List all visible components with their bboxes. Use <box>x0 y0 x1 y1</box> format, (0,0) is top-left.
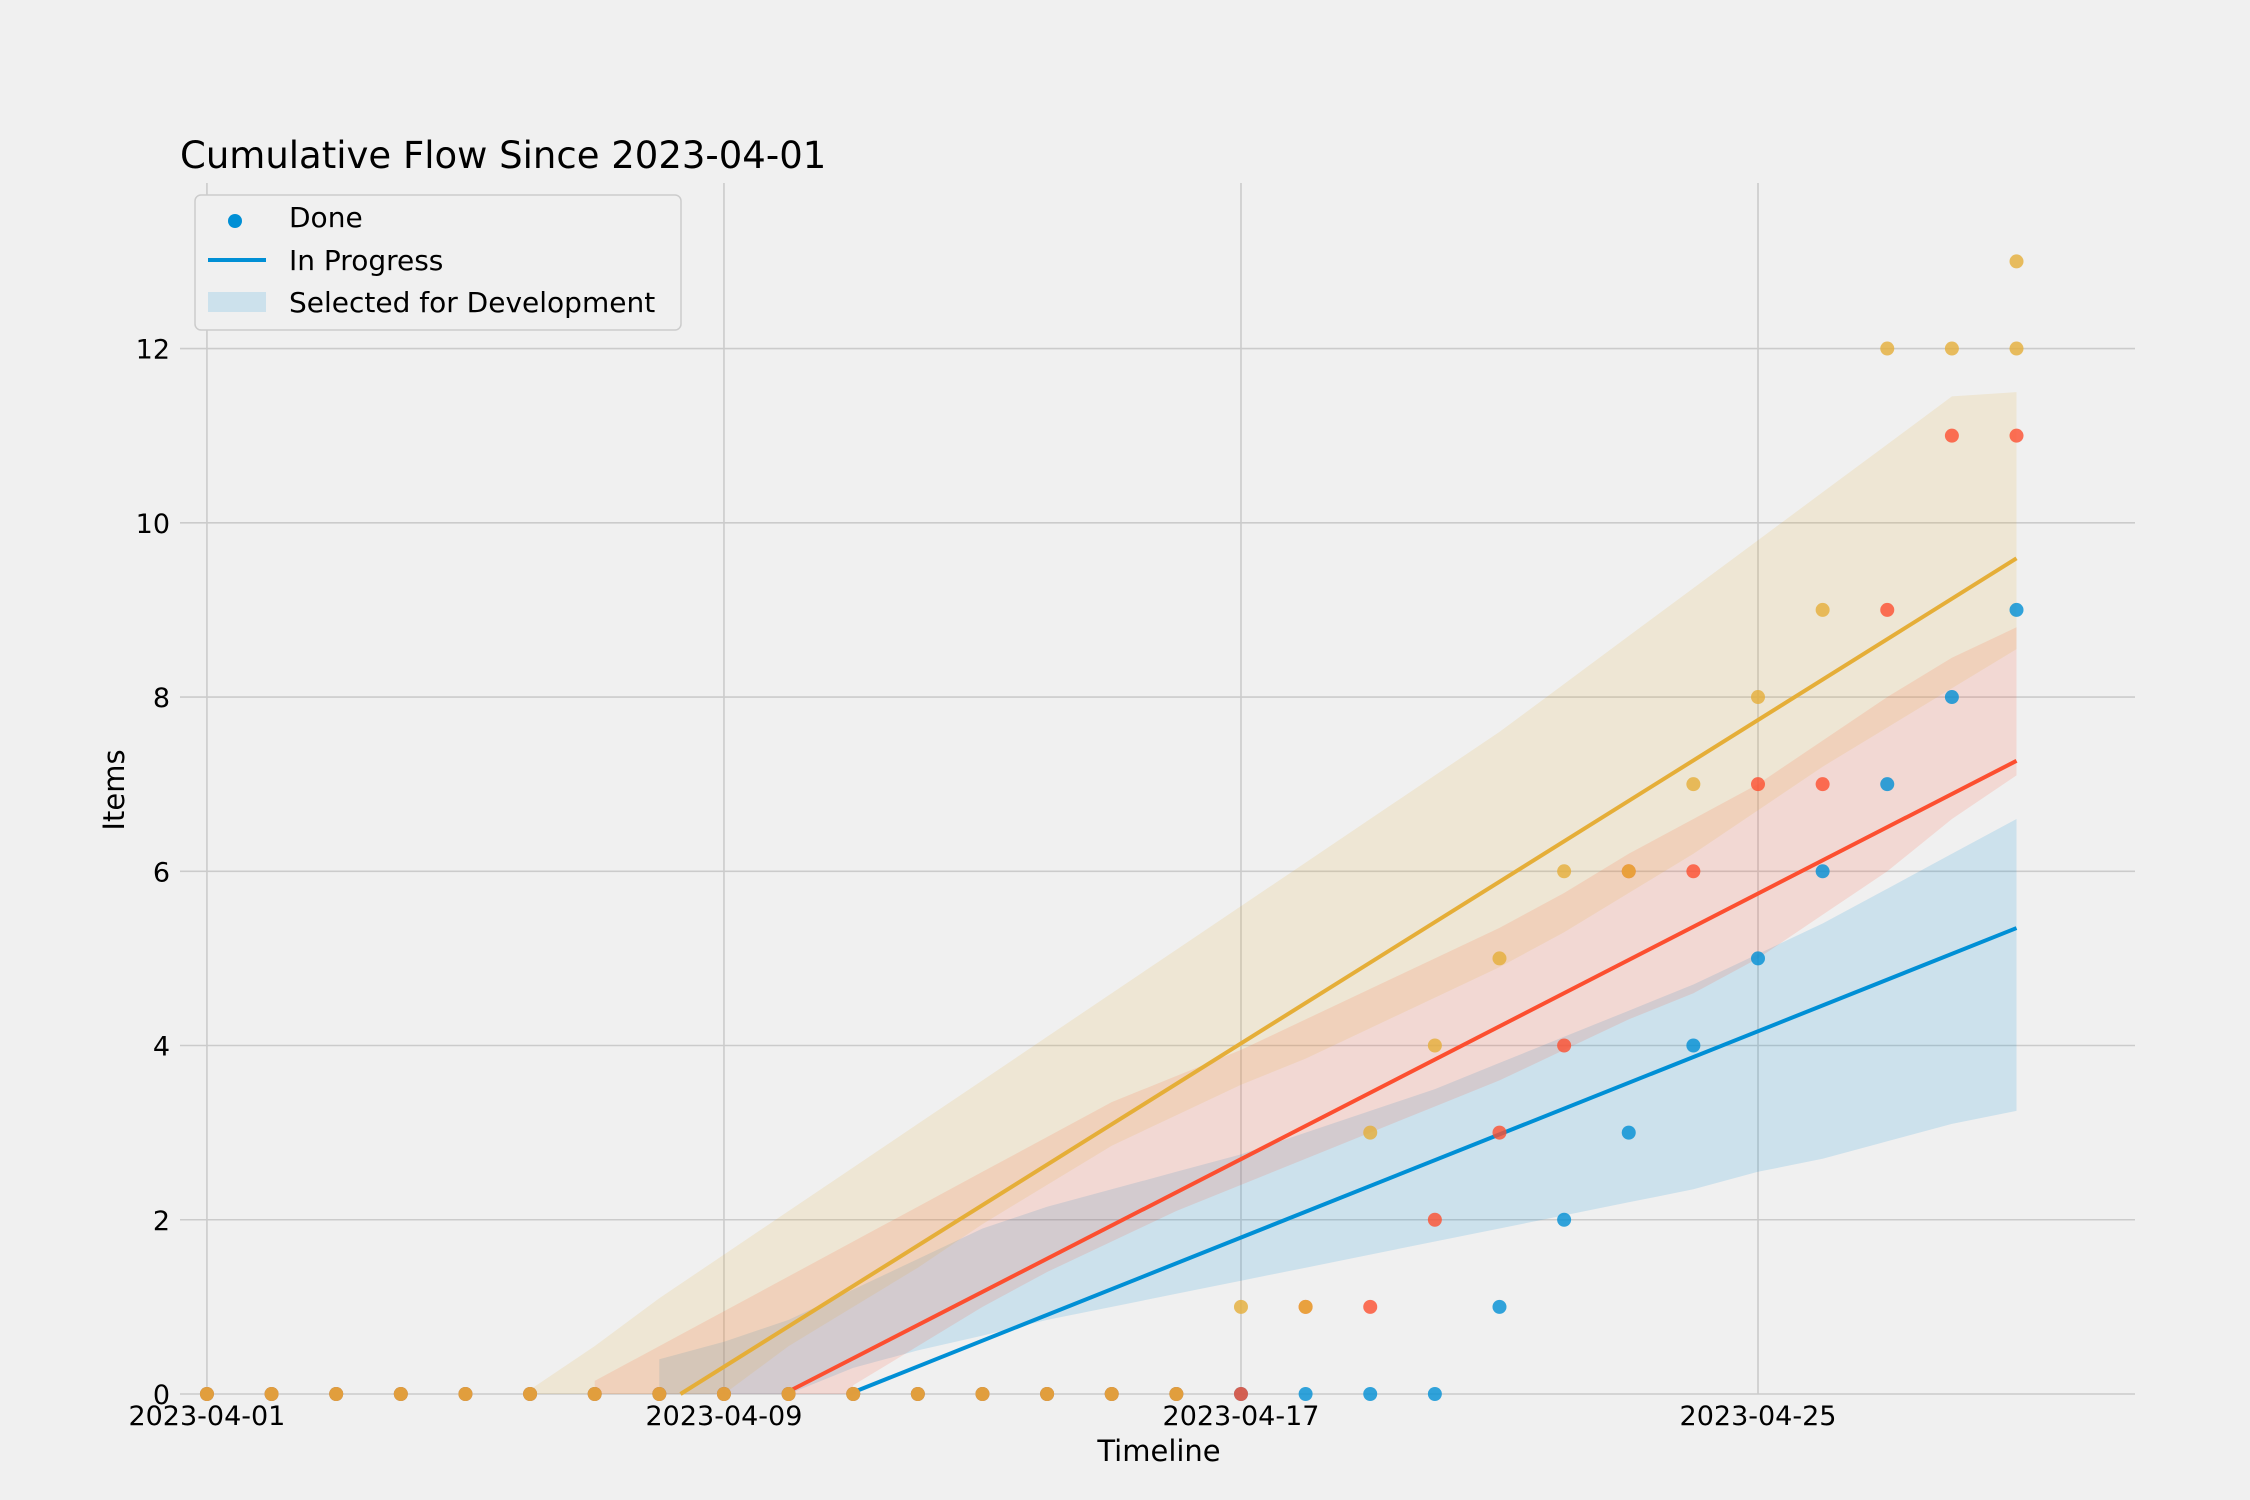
data-point <box>975 1387 990 1401</box>
data-point <box>1427 1038 1442 1053</box>
y-tick-label: 8 <box>153 683 170 714</box>
data-point <box>1104 1387 1119 1401</box>
legend-label-band: Selected for Development <box>289 286 655 319</box>
chart-title: Cumulative Flow Since 2023-04-01 <box>180 134 826 177</box>
data-point <box>1427 1212 1442 1227</box>
data-point <box>1363 1387 1378 1401</box>
data-point <box>1880 341 1895 356</box>
data-point <box>1815 777 1830 792</box>
data-point <box>1621 1125 1636 1140</box>
data-point <box>1492 951 1507 966</box>
data-point <box>1815 864 1830 879</box>
data-point <box>1751 690 1766 705</box>
data-point <box>1233 1299 1248 1314</box>
y-tick-label: 4 <box>153 1032 170 1063</box>
data-point <box>846 1387 861 1401</box>
data-point <box>458 1387 473 1401</box>
data-point <box>1492 1299 1507 1314</box>
data-point <box>1944 341 1959 356</box>
data-point <box>2009 254 2024 269</box>
data-point <box>1233 1387 1248 1401</box>
x-tick-label: 2023-04-25 <box>1680 1401 1837 1432</box>
data-point <box>910 1387 925 1401</box>
data-point <box>199 1387 214 1401</box>
data-point <box>1944 428 1959 443</box>
legend-label-line: In Progress <box>289 244 443 277</box>
legend: Done In Progress Selected for Developmen… <box>194 194 682 331</box>
x-axis-label: Timeline <box>1096 1434 1220 1468</box>
data-point <box>1686 864 1701 879</box>
data-point <box>1880 602 1895 617</box>
data-point <box>1815 602 1830 617</box>
data-point <box>2009 428 2024 443</box>
data-point <box>1944 690 1959 705</box>
data-point <box>1557 1038 1572 1053</box>
legend-marker-scatter <box>228 214 242 228</box>
legend-marker-band <box>208 292 266 312</box>
confidence-band-2 <box>530 392 2017 1395</box>
data-point <box>1751 951 1766 966</box>
data-point <box>1557 864 1572 879</box>
data-point <box>1363 1125 1378 1140</box>
data-point <box>1169 1387 1184 1401</box>
x-tick-label: 2023-04-17 <box>1163 1401 1320 1432</box>
y-tick-label: 6 <box>153 857 170 888</box>
trend-line-1 <box>782 759 2018 1396</box>
confidence-band-1 <box>594 627 2017 1394</box>
x-tick-label: 2023-04-01 <box>128 1401 285 1432</box>
data-point <box>1298 1299 1313 1314</box>
data-point <box>587 1387 602 1401</box>
tick-labels: 0 2 4 6 8 10 12 2023-04-01 2023-04-09 2023-04-17 2… <box>128 335 1836 1432</box>
data-point <box>2009 341 2024 356</box>
confidence-band-0 <box>659 819 2017 1394</box>
data-point <box>329 1387 344 1401</box>
y-axis-label: Items <box>97 749 131 830</box>
data-point <box>1363 1299 1378 1314</box>
data-point <box>1040 1387 1055 1401</box>
data-point <box>2009 602 2024 617</box>
y-tick-label: 12 <box>136 335 170 366</box>
y-tick-label: 0 <box>153 1380 170 1411</box>
trend-line-2 <box>679 556 2018 1396</box>
trend-lines <box>679 556 2018 1396</box>
data-points <box>199 254 2024 1401</box>
data-point <box>781 1387 796 1401</box>
data-point <box>1427 1387 1442 1401</box>
y-tick-label: 10 <box>136 509 170 540</box>
data-point <box>1557 1212 1572 1227</box>
data-point <box>264 1387 279 1401</box>
data-point <box>1492 1125 1507 1140</box>
x-tick-label: 2023-04-09 <box>645 1401 802 1432</box>
y-tick-label: 2 <box>153 1206 170 1237</box>
data-point <box>1621 864 1636 879</box>
data-point <box>393 1387 408 1401</box>
data-point <box>523 1387 538 1401</box>
legend-label-scatter: Done <box>289 201 363 234</box>
data-point <box>1751 777 1766 792</box>
data-point <box>1686 1038 1701 1053</box>
legend-box <box>194 194 682 331</box>
data-point <box>1686 777 1701 792</box>
data-point <box>652 1387 667 1401</box>
data-point <box>1298 1387 1313 1401</box>
data-point <box>1880 777 1895 792</box>
trend-line-0 <box>848 926 2018 1396</box>
data-point <box>716 1387 731 1401</box>
confidence-bands <box>530 392 2017 1395</box>
